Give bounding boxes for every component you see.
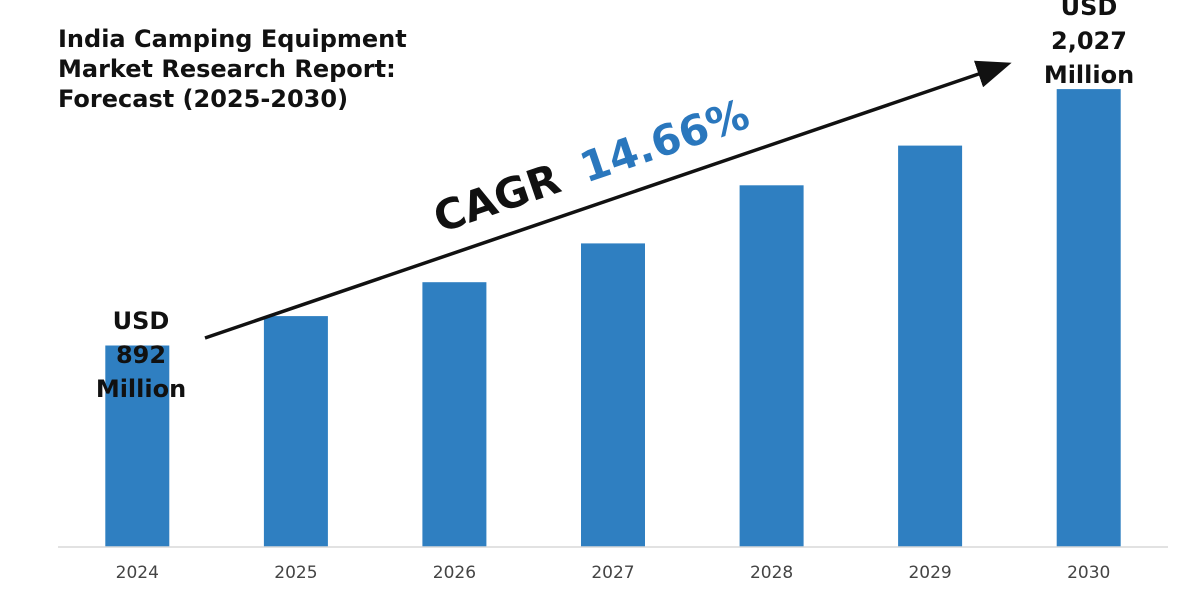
- bar-2029: [898, 145, 963, 547]
- title-line-1: India Camping Equipment: [58, 25, 407, 53]
- x-tick-label-2029: 2029: [908, 563, 951, 583]
- end-label-value: 2,027: [1051, 27, 1127, 55]
- title-line-2: Market Research Report:: [58, 55, 396, 83]
- start-label-unit: Million: [95, 375, 187, 403]
- bar-2026: [422, 282, 487, 547]
- start-value-label: USD 892 Million: [86, 304, 196, 406]
- end-value-label: USD 2,027 Million: [1034, 0, 1144, 92]
- bars-layer: [105, 89, 1121, 548]
- title-line-3: Forecast (2025-2030): [58, 85, 349, 113]
- bar-2027: [581, 243, 645, 547]
- x-tick-label-2024: 2024: [116, 563, 159, 583]
- cagr-value: 14.66%: [574, 89, 755, 192]
- end-label-currency: USD: [1060, 0, 1118, 21]
- start-label-currency: USD: [112, 307, 170, 335]
- start-label-value: 892: [115, 341, 167, 369]
- cagr-prefix: CAGR: [427, 154, 566, 243]
- chart-title: India Camping Equipment Market Research …: [58, 24, 407, 114]
- x-tick-label-2026: 2026: [433, 563, 476, 583]
- x-tick-label-2025: 2025: [274, 563, 317, 583]
- x-tick-label-2027: 2027: [591, 563, 634, 583]
- x-tick-labels: 2024 2025 2026 2027 2028 2029 2030: [116, 563, 1111, 583]
- growth-arrow: [204, 60, 1012, 340]
- x-tick-label-2030: 2030: [1067, 563, 1110, 583]
- bar-2030: [1056, 89, 1121, 547]
- bar-2024: [105, 345, 170, 547]
- end-label-unit: Million: [1043, 61, 1135, 89]
- bar-2028: [739, 185, 804, 548]
- bar-2025: [263, 316, 328, 547]
- x-tick-label-2028: 2028: [750, 563, 793, 583]
